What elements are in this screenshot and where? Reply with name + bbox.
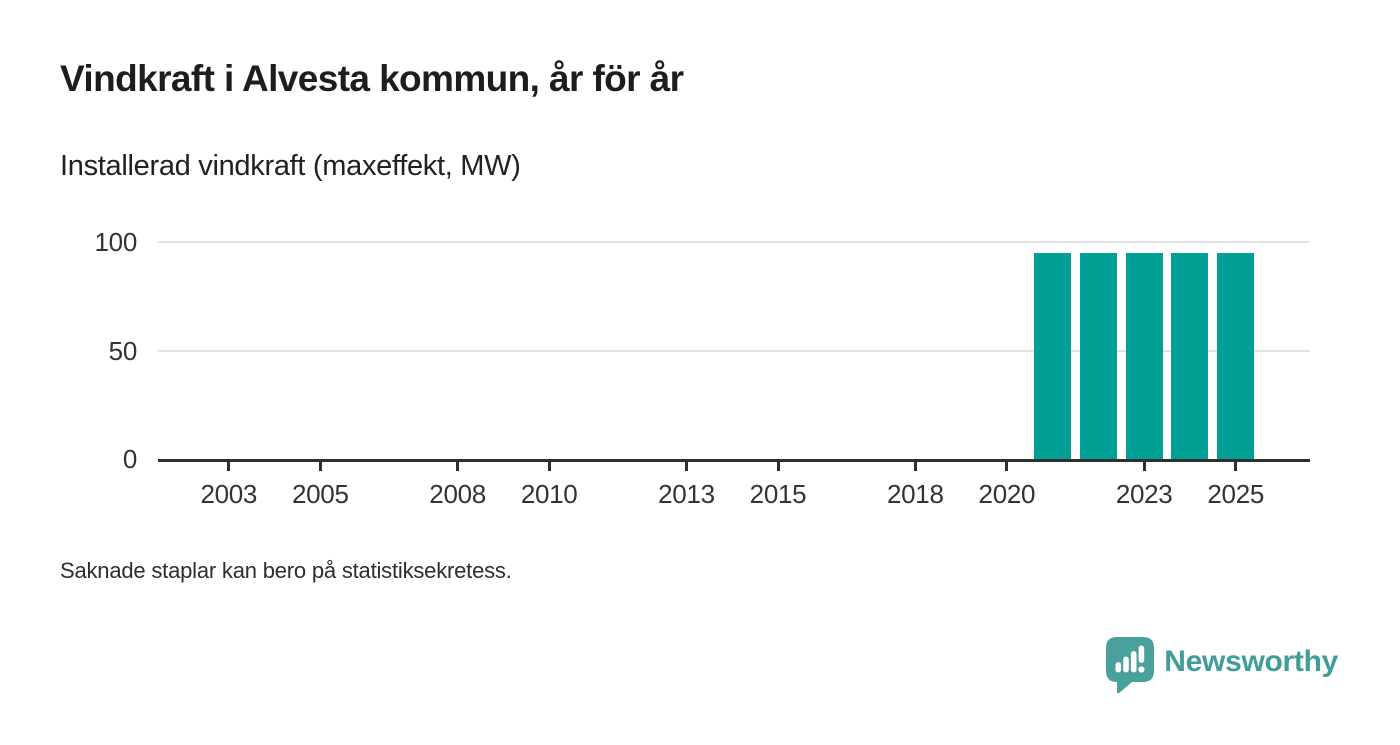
gridline-100 <box>158 241 1310 243</box>
x-axis-tick-2003 <box>227 462 231 471</box>
logo-bar-2 <box>1123 656 1130 673</box>
x-axis-label-2015: 2015 <box>749 479 807 509</box>
logo-bar-3 <box>1131 651 1137 673</box>
x-axis-tick-2020 <box>1005 462 1009 471</box>
logo-exclamation-bar <box>1138 645 1145 663</box>
x-axis-label-2023: 2023 <box>1115 479 1173 509</box>
x-axis-tick-2015 <box>776 462 780 471</box>
logo-bar-1 <box>1115 662 1122 673</box>
x-axis-tick-2008 <box>456 462 460 471</box>
x-axis-label-2005: 2005 <box>291 479 349 509</box>
x-axis-label-2025: 2025 <box>1207 479 1265 509</box>
chart-subtitle: Installerad vindkraft (maxeffekt, MW) <box>60 150 521 182</box>
gridline-50 <box>158 349 1310 352</box>
x-axis-tick-2023 <box>1142 462 1146 471</box>
bar-2023 <box>1125 252 1163 459</box>
x-axis-tick-2010 <box>547 462 551 471</box>
x-axis-label-2003: 2003 <box>200 479 258 509</box>
newsworthy-logo-icon <box>1106 637 1155 694</box>
chart-title: Vindkraft i Alvesta kommun, år för år <box>60 58 684 99</box>
x-axis-tick-2018 <box>913 462 917 471</box>
bar-2022 <box>1079 252 1117 459</box>
x-axis-label-2013: 2013 <box>658 479 715 509</box>
bar-2025 <box>1217 252 1255 459</box>
y-axis-label-50: 50 <box>108 335 138 366</box>
chart-footnote: Saknade staplar kan bero på statistiksek… <box>60 558 512 583</box>
speech-bubble-shape <box>1106 637 1155 694</box>
x-axis-tick-2005 <box>318 462 322 471</box>
x-axis-label-2018: 2018 <box>886 479 944 509</box>
x-axis-tick-2013 <box>684 462 688 471</box>
x-axis-tick-2025 <box>1234 462 1238 471</box>
newsworthy-brand: Newsworthy <box>1105 636 1338 695</box>
logo-exclamation-dot <box>1138 666 1145 673</box>
x-axis-label-2008: 2008 <box>429 479 486 509</box>
bar-2024 <box>1171 252 1209 459</box>
y-axis-label-0: 0 <box>122 444 137 474</box>
x-axis-line <box>158 459 1310 462</box>
bar-2021 <box>1034 252 1072 459</box>
x-axis-label-2010: 2010 <box>520 479 578 509</box>
x-axis-label-2020: 2020 <box>978 479 1036 509</box>
y-axis-label-100: 100 <box>94 227 138 257</box>
newsworthy-wordmark: Newsworthy <box>1164 645 1338 678</box>
